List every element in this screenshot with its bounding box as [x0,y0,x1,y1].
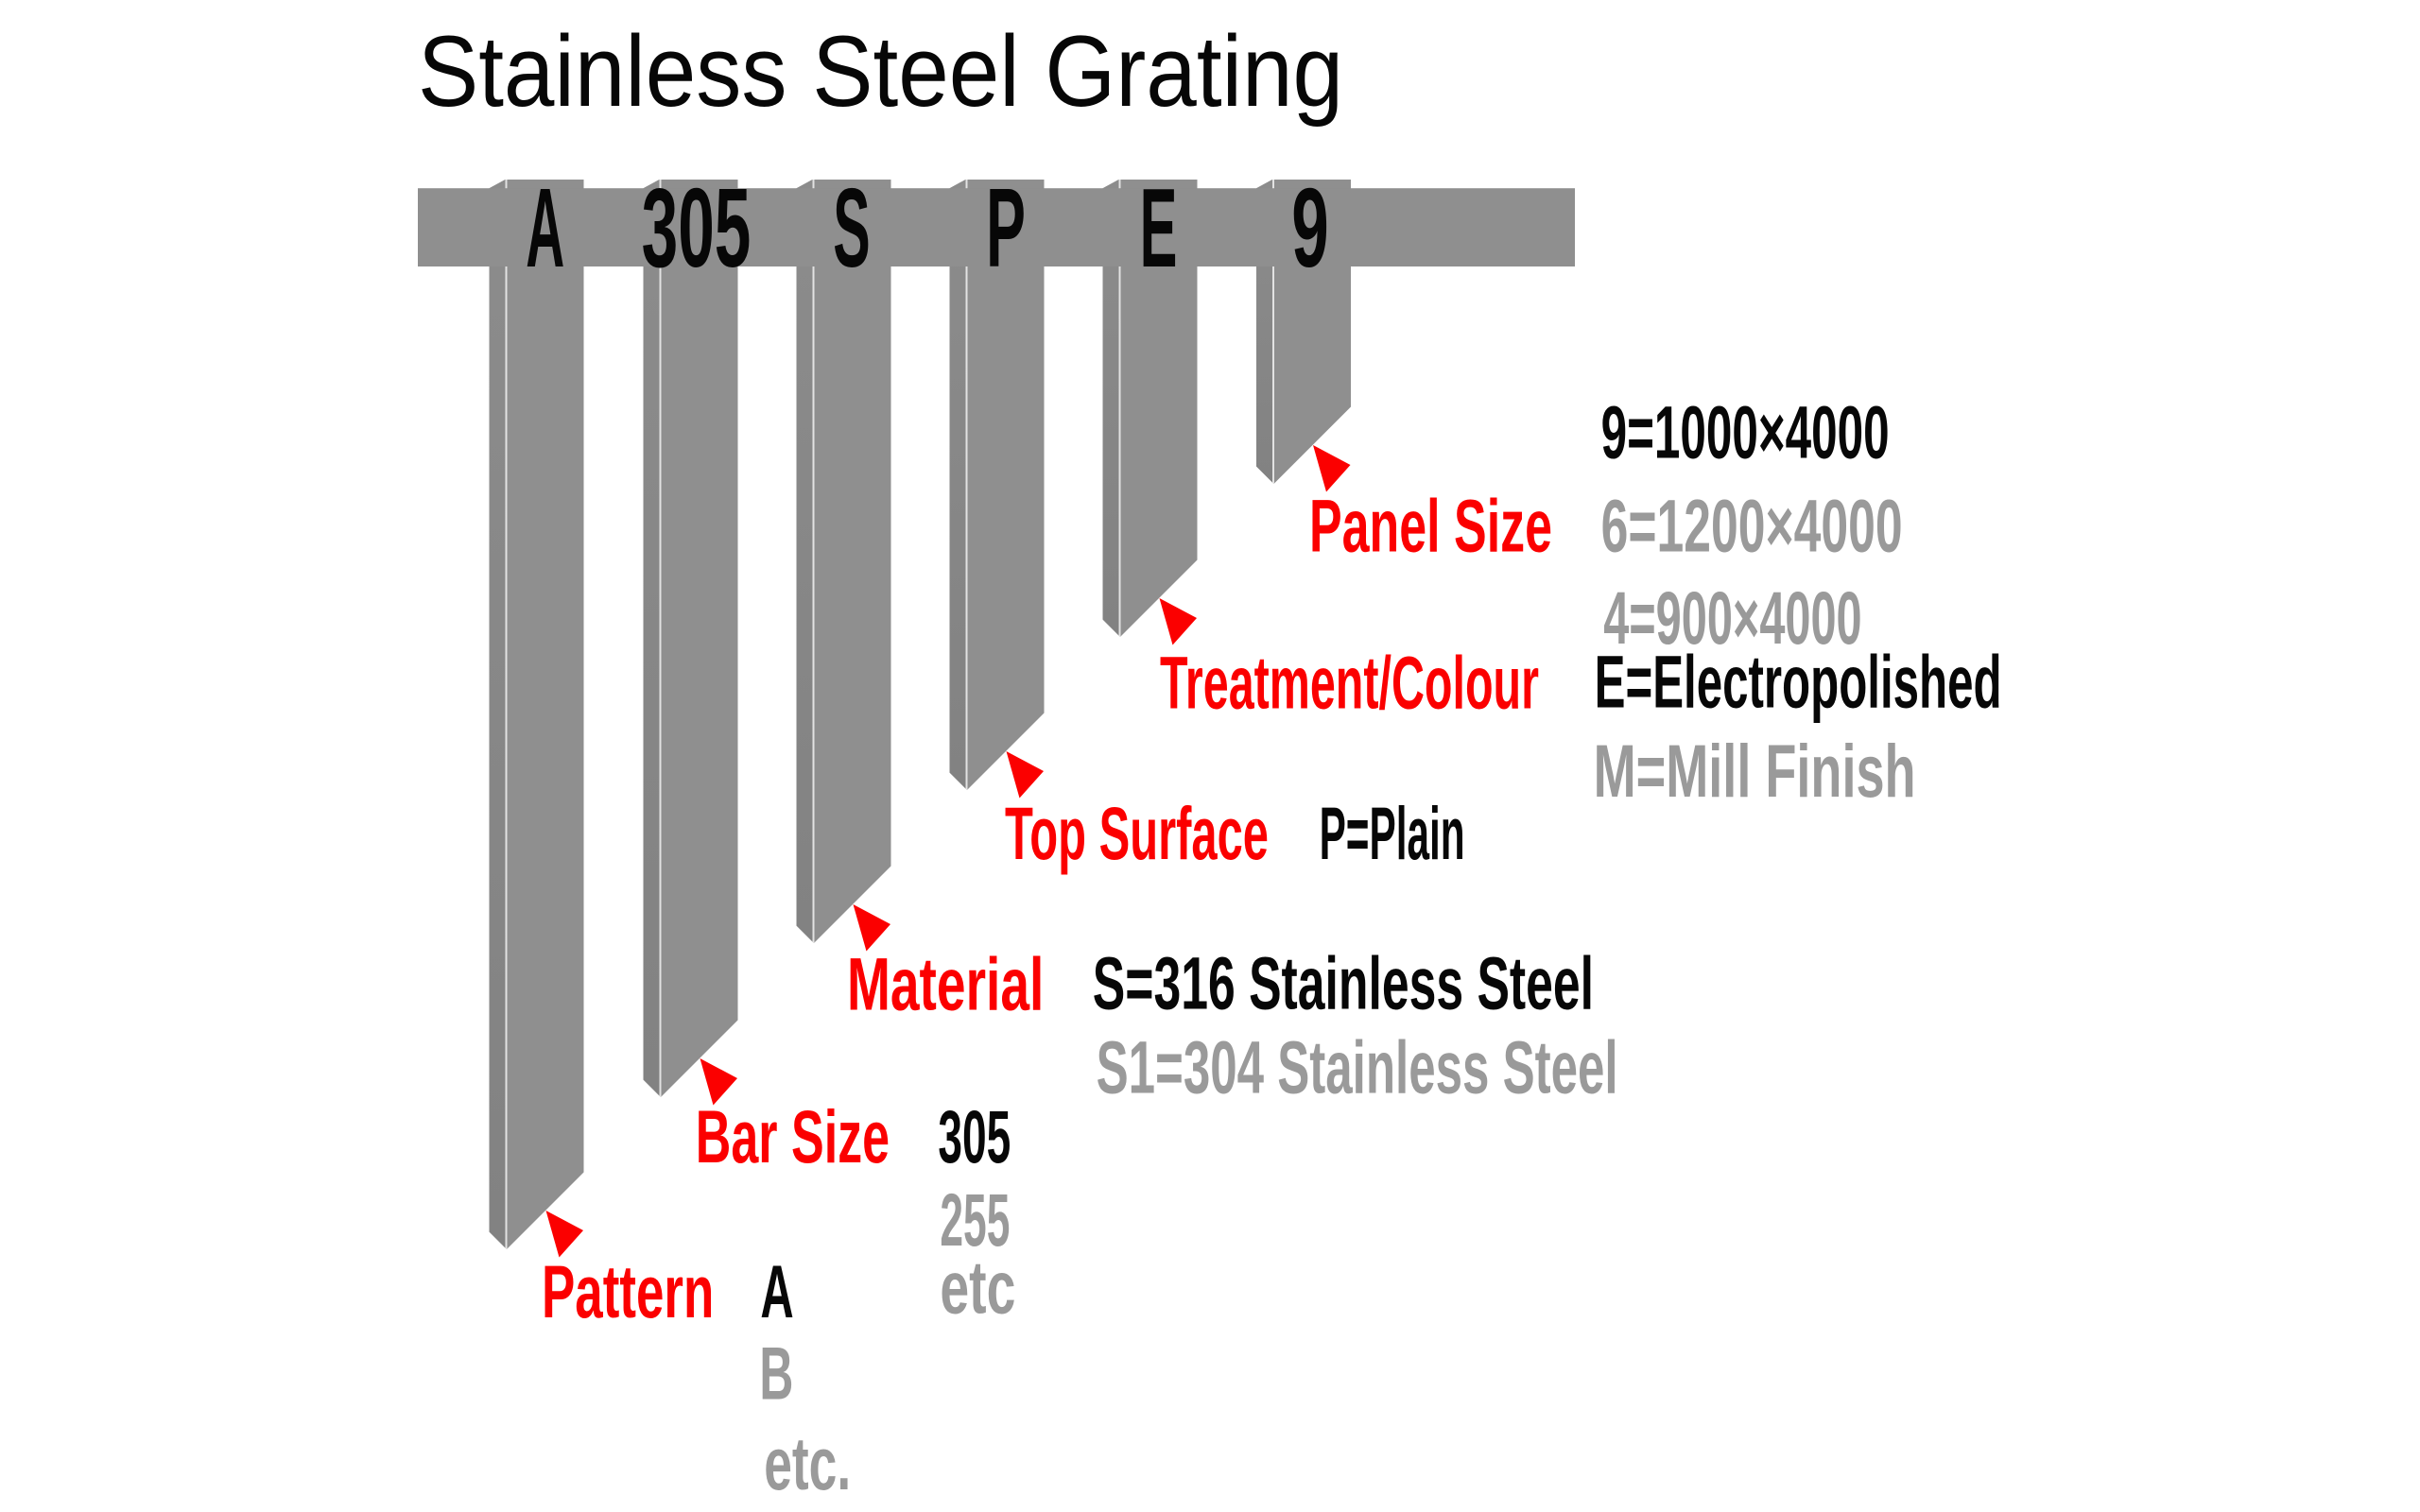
svg-text:4=900×4000: 4=900×4000 [1603,576,1861,660]
svg-text:305: 305 [938,1095,1011,1178]
svg-text:A: A [760,1250,793,1333]
svg-text:S: S [833,166,870,291]
svg-text:etc: etc [940,1246,1015,1330]
svg-text:A: A [526,166,564,291]
svg-text:E=Electropolished: E=Electropolished [1595,641,2002,724]
svg-text:M=Mill Finish: M=Mill Finish [1594,730,1916,813]
svg-text:S=316 Stainless Steel: S=316 Stainless Steel [1093,942,1594,1025]
svg-text:etc.: etc. [764,1422,851,1505]
svg-text:305: 305 [642,166,752,291]
svg-text:Top Surface: Top Surface [1005,792,1269,875]
svg-text:B: B [759,1332,793,1416]
svg-text:S1=304 Stainless Steel: S1=304 Stainless Steel [1097,1026,1618,1109]
svg-text:E: E [1140,166,1178,291]
svg-text:P: P [986,166,1026,291]
svg-text:9: 9 [1291,166,1329,291]
svg-text:255: 255 [940,1178,1010,1262]
svg-text:6=1200×4000: 6=1200×4000 [1601,485,1903,568]
svg-text:P=Plain: P=Plain [1320,792,1465,875]
svg-text:Panel Size: Panel Size [1309,485,1552,568]
svg-text:Bar Size: Bar Size [696,1095,890,1178]
svg-text:9=1000×4000: 9=1000×4000 [1601,390,1890,473]
svg-text:Treatment/Colour: Treatment/Colour [1160,642,1539,725]
svg-text:Stainless Steel Grating: Stainless Steel Grating [418,14,1343,128]
svg-text:Material: Material [847,943,1044,1026]
svg-text:Pattern: Pattern [542,1250,714,1333]
